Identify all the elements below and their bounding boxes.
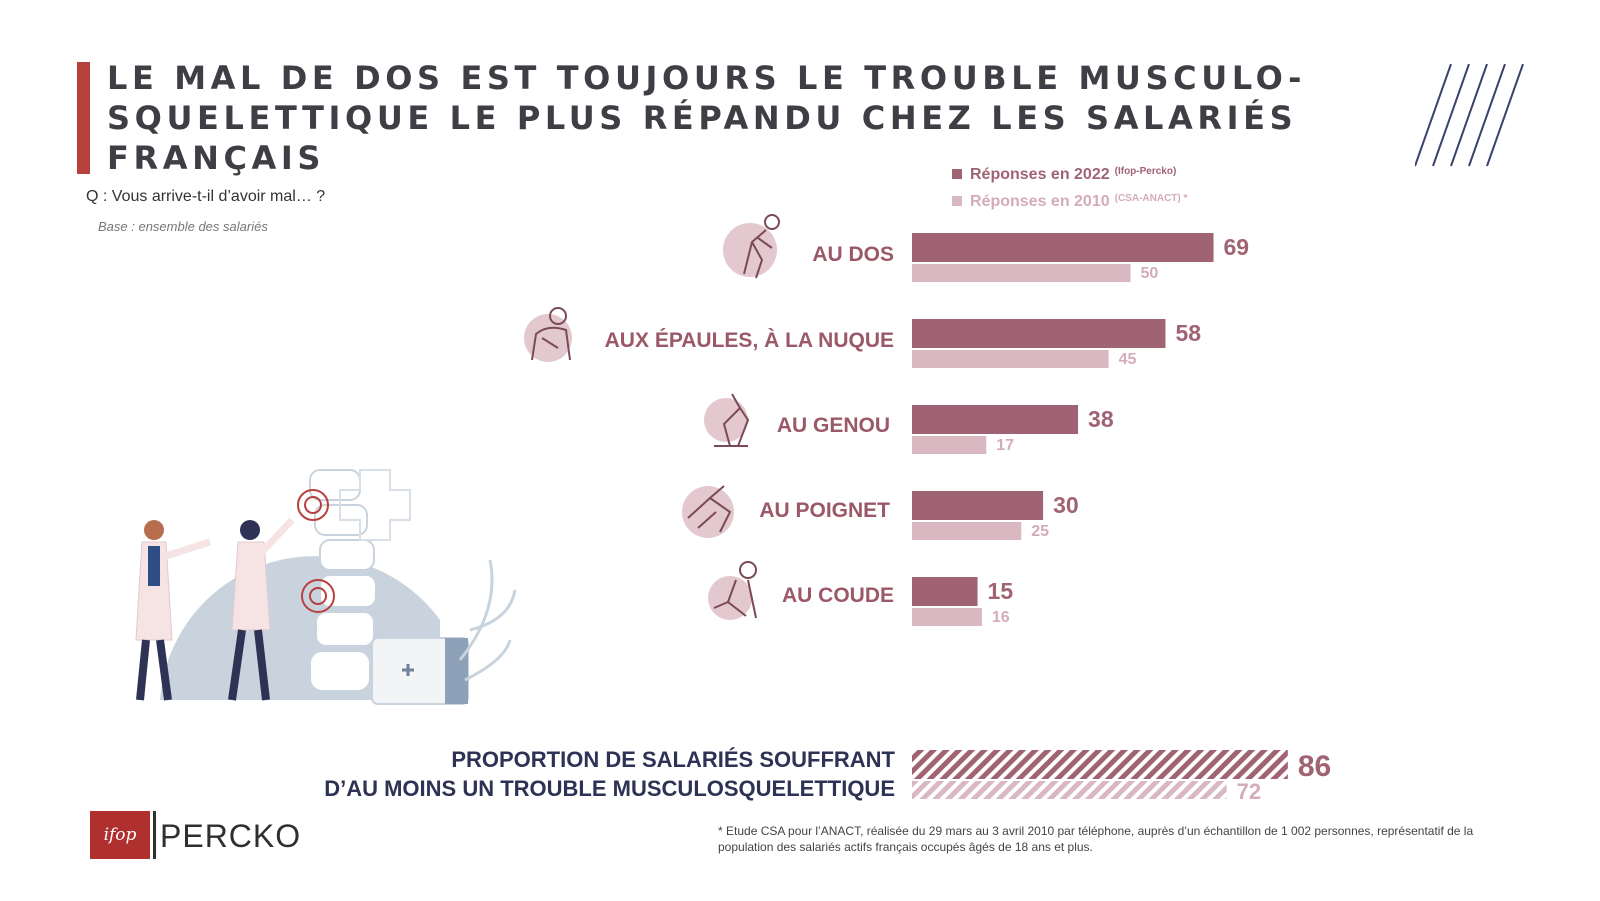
legend-source: (Ifop-Percko) bbox=[1114, 166, 1177, 177]
back-pain-icon bbox=[723, 214, 780, 279]
ifop-logo-text: ifop bbox=[103, 825, 137, 845]
summary-label: PROPORTION DE SALARIÉS SOUFFRANT D’AU MO… bbox=[240, 745, 895, 803]
value-label-2022: 38 bbox=[1088, 406, 1114, 432]
question-text: Q : Vous arrive-t-il d’avoir mal… ? bbox=[86, 188, 326, 205]
logo-divider bbox=[153, 811, 156, 859]
bar-2010 bbox=[912, 350, 1109, 368]
value-label-2022: 30 bbox=[1053, 492, 1079, 518]
summary-value-2022: 86 bbox=[1298, 750, 1331, 783]
elbow-pain-icon bbox=[708, 561, 757, 620]
summary-value-2010: 72 bbox=[1237, 779, 1261, 804]
legend-item-2022: Réponses en 2022 (Ifop-Percko) bbox=[952, 166, 1187, 193]
bar-2010 bbox=[912, 608, 982, 626]
legend-label: Réponses en 2010 bbox=[970, 193, 1110, 210]
value-label-2010: 45 bbox=[1119, 351, 1137, 368]
bar-2010 bbox=[912, 522, 1022, 540]
value-label-2022: 69 bbox=[1224, 234, 1250, 260]
category-label-epaules: AUX ÉPAULES, À LA NUQUE bbox=[604, 329, 894, 352]
summary-label-line1: PROPORTION DE SALARIÉS SOUFFRANT bbox=[451, 747, 895, 772]
legend-source: (CSA-ANACT) * bbox=[1114, 193, 1188, 204]
category-label-genou: AU GENOU bbox=[776, 414, 890, 437]
bar-2022 bbox=[912, 577, 978, 606]
bar-2022 bbox=[912, 405, 1079, 434]
legend-swatch-2010 bbox=[952, 196, 962, 206]
wrist-pain-icon bbox=[682, 485, 734, 538]
value-label-2022: 15 bbox=[988, 578, 1014, 604]
chart-legend: Réponses en 2022 (Ifop-Percko) Réponses … bbox=[952, 166, 1187, 220]
bar-2010 bbox=[912, 436, 987, 454]
summary-label-line2: D’AU MOINS UN TROUBLE MUSCULOSQUELETTIQU… bbox=[324, 776, 895, 801]
value-label-2010: 25 bbox=[1031, 523, 1049, 540]
shoulder-pain-icon bbox=[524, 307, 572, 362]
medical-illustration bbox=[135, 469, 517, 705]
bar-2010 bbox=[912, 264, 1131, 282]
legend-swatch-2022 bbox=[952, 169, 962, 179]
bar-2022 bbox=[912, 319, 1166, 348]
bar-2022 bbox=[912, 491, 1044, 520]
value-label-2010: 50 bbox=[1141, 265, 1159, 282]
category-label-coude: AU COUDE bbox=[781, 584, 894, 607]
category-label-poignet: AU POIGNET bbox=[759, 499, 890, 522]
base-note: Base : ensemble des salariés bbox=[98, 219, 268, 234]
diagonal-lines-decoration bbox=[1415, 64, 1524, 167]
ifop-logo: ifop bbox=[90, 811, 150, 859]
bar-2022 bbox=[912, 233, 1214, 262]
title-accent-bar bbox=[77, 62, 90, 174]
category-label-dos: AU DOS bbox=[812, 243, 894, 266]
summary-bar-2022 bbox=[912, 750, 1288, 779]
knee-pain-icon bbox=[704, 393, 750, 447]
value-label-2022: 58 bbox=[1175, 320, 1201, 346]
percko-logo: PERCKO bbox=[160, 818, 302, 854]
value-label-2010: 17 bbox=[996, 437, 1014, 454]
footnote: * Etude CSA pour l’ANACT, réalisée du 29… bbox=[718, 824, 1474, 854]
summary-bar-2010 bbox=[912, 781, 1227, 799]
value-label-2010: 16 bbox=[992, 609, 1010, 626]
legend-label: Réponses en 2022 bbox=[970, 166, 1110, 183]
legend-item-2010: Réponses en 2010 (CSA-ANACT) * bbox=[952, 193, 1187, 220]
page-title: LE MAL DE DOS EST TOUJOURS LE TROUBLE MU… bbox=[107, 59, 1306, 177]
